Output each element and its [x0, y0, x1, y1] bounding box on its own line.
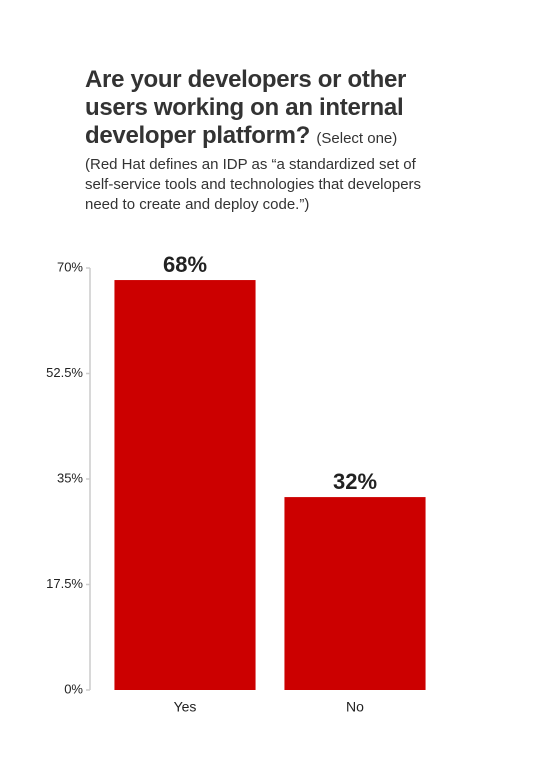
y-tick-label: 70% — [57, 259, 83, 274]
x-tick-label: No — [346, 699, 364, 715]
y-tick-label: 0% — [64, 681, 83, 696]
bar — [284, 497, 426, 690]
y-tick-label: 35% — [57, 470, 83, 485]
header: Are your developers or other users worki… — [85, 66, 425, 215]
title-block: Are your developers or other users worki… — [85, 66, 425, 153]
chart-title: Are your developers or other users worki… — [85, 66, 407, 149]
value-label: 32% — [333, 469, 377, 494]
chart-subtitle: (Red Hat defines an IDP as “a standardiz… — [85, 156, 422, 213]
y-tick-label: 17.5% — [46, 576, 83, 591]
value-label: 68% — [163, 252, 207, 277]
x-tick-label: Yes — [174, 699, 197, 715]
title-note: (Select one) — [316, 130, 398, 147]
bar — [114, 280, 256, 690]
y-tick-label: 52.5% — [46, 365, 83, 380]
